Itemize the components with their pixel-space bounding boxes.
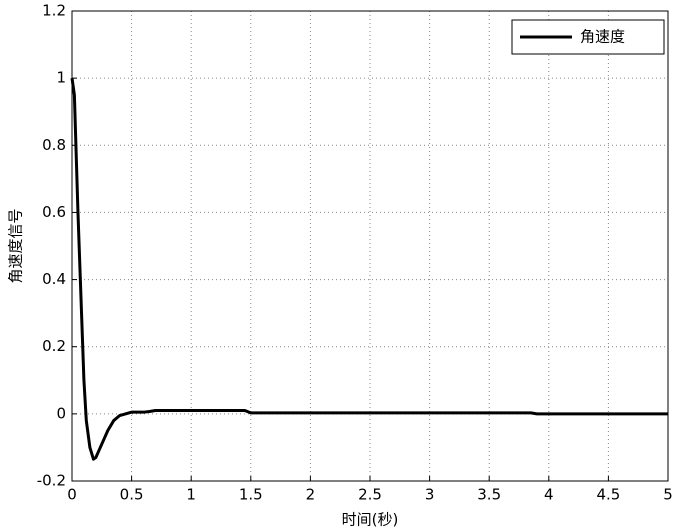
y-tick-label: 0.6 (42, 203, 66, 221)
x-tick-label: 5 (663, 486, 673, 504)
background (0, 0, 675, 531)
y-tick-label: -0.2 (37, 472, 66, 490)
y-tick-label: 0.4 (42, 270, 66, 288)
x-axis-label: 时间(秒) (342, 511, 399, 529)
y-axis-label: 角速度信号 (7, 208, 25, 283)
y-tick-label: 0 (56, 404, 66, 422)
y-tick-label: 0.2 (42, 337, 66, 355)
x-tick-label: 1 (186, 486, 196, 504)
x-tick-label: 0 (67, 486, 77, 504)
x-tick-label: 4 (544, 486, 554, 504)
x-tick-label: 2.5 (358, 486, 382, 504)
y-tick-label: 0.8 (42, 136, 66, 154)
page: 时间(秒) 角速度信号 00.511.522.533.544.55-0.200.… (0, 0, 675, 531)
x-tick-label: 3 (425, 486, 435, 504)
y-tick-label: 1.2 (42, 2, 66, 20)
x-tick-label: 0.5 (120, 486, 144, 504)
x-tick-label: 1.5 (239, 486, 263, 504)
chart: 时间(秒) 角速度信号 00.511.522.533.544.55-0.200.… (0, 0, 675, 531)
legend-label: 角速度 (580, 28, 625, 46)
x-tick-label: 3.5 (477, 486, 501, 504)
x-tick-label: 2 (306, 486, 316, 504)
x-tick-label: 4.5 (596, 486, 620, 504)
y-tick-label: 1 (56, 69, 66, 87)
